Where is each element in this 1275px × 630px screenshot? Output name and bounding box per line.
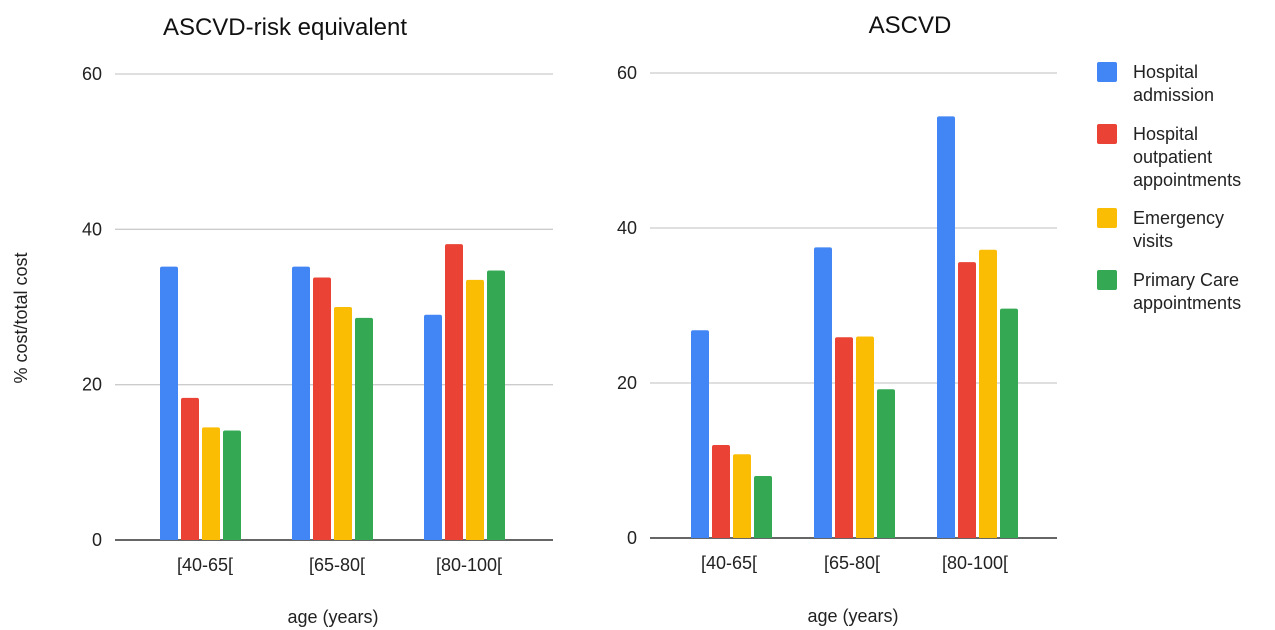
bar-hospital-outpatient-appointments bbox=[835, 337, 853, 538]
bar-hospital-outpatient-appointments bbox=[712, 445, 730, 538]
bar-hospital-admission bbox=[937, 116, 955, 539]
y-tick-label: 20 bbox=[82, 375, 102, 395]
y-tick-label: 60 bbox=[82, 64, 102, 84]
bar-primary-care-appointments bbox=[754, 476, 772, 538]
bar-hospital-outpatient-appointments bbox=[313, 277, 331, 540]
x-tick-label: [80-100[ bbox=[942, 553, 1008, 573]
bar-hospital-outpatient-appointments bbox=[445, 244, 463, 540]
legend-label: admission bbox=[1133, 85, 1214, 105]
bar-emergency-visits bbox=[202, 427, 220, 540]
bar-hospital-admission bbox=[691, 330, 709, 538]
x-tick-label: [80-100[ bbox=[436, 555, 502, 575]
bar-hospital-admission bbox=[160, 266, 178, 540]
legend-swatch bbox=[1097, 62, 1117, 82]
bar-hospital-outpatient-appointments bbox=[181, 397, 199, 540]
legend-label: Primary Care bbox=[1133, 270, 1239, 290]
x-tick-label: [40-65[ bbox=[177, 555, 233, 575]
legend-label: Emergency bbox=[1133, 208, 1224, 228]
y-tick-label: 0 bbox=[92, 530, 102, 550]
legend-label: Hospital bbox=[1133, 62, 1198, 82]
bar-emergency-visits bbox=[979, 249, 997, 538]
y-tick-label: 20 bbox=[617, 373, 637, 393]
bar-primary-care-appointments bbox=[487, 270, 505, 540]
legend-swatch bbox=[1097, 270, 1117, 290]
chart-title-left: ASCVD-risk equivalent bbox=[163, 14, 407, 41]
bar-primary-care-appointments bbox=[223, 430, 241, 540]
bar-emergency-visits bbox=[466, 279, 484, 540]
y-tick-label: 40 bbox=[82, 219, 102, 239]
legend-label: Hospital bbox=[1133, 124, 1198, 144]
x-tick-label: [65-80[ bbox=[309, 555, 365, 575]
x-tick-label: [40-65[ bbox=[701, 553, 757, 573]
bar-primary-care-appointments bbox=[1000, 308, 1018, 538]
x-axis-label-left: age (years) bbox=[287, 607, 378, 627]
bar-emergency-visits bbox=[733, 454, 751, 538]
bar-primary-care-appointments bbox=[877, 389, 895, 538]
bar-hospital-outpatient-appointments bbox=[958, 262, 976, 538]
legend-label: visits bbox=[1133, 231, 1173, 251]
plots-group: 0 20 40 60 [40-65[ [65-80[ [80-100[ 0 20 40 60 [40-… bbox=[82, 63, 1057, 575]
legend-swatch bbox=[1097, 208, 1117, 228]
bar-hospital-admission bbox=[292, 266, 310, 540]
bar-hospital-admission bbox=[814, 247, 832, 538]
x-tick-label: [65-80[ bbox=[824, 553, 880, 573]
y-axis-label: % cost/total cost bbox=[11, 252, 31, 383]
y-tick-label: 60 bbox=[617, 63, 637, 83]
legend-label: appointments bbox=[1133, 293, 1241, 313]
legend-label: appointments bbox=[1133, 170, 1241, 190]
bar-emergency-visits bbox=[334, 307, 352, 540]
y-tick-label: 40 bbox=[617, 218, 637, 238]
bar-hospital-admission bbox=[424, 314, 442, 540]
bar-primary-care-appointments bbox=[355, 317, 373, 540]
chart-title-right: ASCVD bbox=[869, 12, 952, 39]
legend: Hospital admission Hospital outpatient appoi… bbox=[1097, 62, 1241, 313]
x-axis-label-right: age (years) bbox=[807, 606, 898, 626]
y-tick-label: 0 bbox=[627, 528, 637, 548]
legend-swatch bbox=[1097, 124, 1117, 144]
bar-emergency-visits bbox=[856, 336, 874, 538]
legend-label: outpatient bbox=[1133, 147, 1212, 167]
